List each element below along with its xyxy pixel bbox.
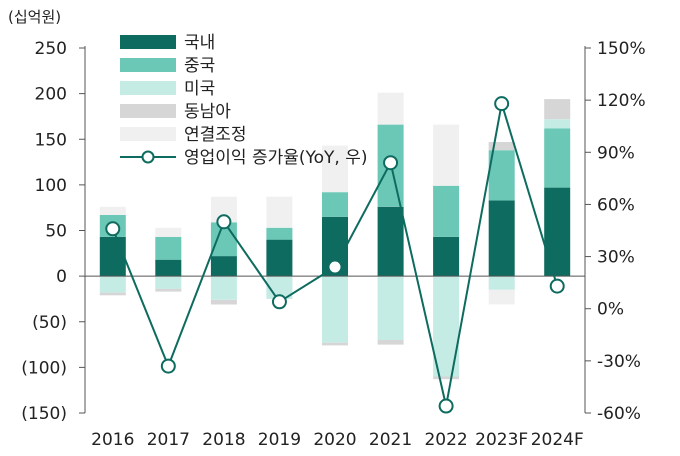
bar-s1-2021 [377,206,404,277]
bar-s4-2020 [322,342,348,346]
legend-swatch-1 [120,35,176,49]
bar-s4-2024f [544,99,571,120]
y2-tick-label: 0% [597,300,624,320]
bar-s1-2018 [210,256,237,277]
bar-s1-2016 [99,236,126,277]
bar-s2-2017 [155,236,182,260]
legend-label-2: 중국 [184,56,215,76]
bar-s5-2022 [433,124,460,186]
x-tick-label: 2019 [258,430,301,450]
y-tick-label: 200 [35,85,67,105]
bar-s2-2023f [488,150,515,201]
growth-point-2019 [271,294,287,310]
growth-point-2021 [383,155,399,171]
y2-tick-label: -30% [597,352,641,372]
x-tick-label: 2021 [369,430,412,450]
bar-s1-2019 [266,239,293,277]
growth-point-2017 [160,358,176,374]
legend-label-3: 미국 [184,79,215,99]
y2-tick-label: 60% [597,195,635,215]
x-tick-label: 2023F [475,430,528,450]
legend-label-5: 연결조정 [184,125,247,145]
bar-s4-2022 [433,376,460,380]
bar-s3-2021 [377,276,404,340]
bar-s1-2022 [433,236,460,277]
bar-s5-2020 [322,145,348,193]
legend-label-6: 영업이익 증가율(YoY, 우) [184,148,368,168]
bar-s5-2021 [377,92,404,125]
bar-s3-2023f [488,276,515,290]
bar-s1-2024f [544,187,571,277]
y2-tick-label: 90% [597,143,635,163]
bar-s2-2022 [433,185,460,237]
legend-swatch-3 [120,81,176,95]
legend-label-1: 국내 [184,33,215,53]
bar-s3-2020 [322,276,348,343]
x-tick-label: 2016 [91,430,134,450]
x-tick-label: 2017 [147,430,190,450]
bar-s4-2018 [210,299,237,305]
bar-s3-2018 [210,276,237,300]
legend-swatch-4 [120,104,176,118]
x-tick-label: 2022 [424,430,467,450]
growth-point-2016 [105,221,121,237]
legend-swatch-5 [120,127,176,141]
bar-s1-2023f [488,200,515,277]
y-tick-label: (150) [21,404,67,424]
bar-s4-2023f [488,142,515,151]
x-tick-label: 2024F [531,430,584,450]
x-tick-label: 2020 [313,430,356,450]
y2-tick-label: 120% [597,91,646,111]
bar-s2-2020 [322,192,348,217]
bar-s5-2023f [488,289,515,305]
legend-marker [141,150,155,164]
bar-s2-2019 [266,227,293,240]
bar-s5-2019 [266,196,293,228]
growth-point-2018 [216,214,232,230]
y-tick-label: (50) [32,313,67,333]
bar-s3-2017 [155,276,182,289]
axes-layer: 250 200 150 100 50 0 (50) (100) (150) 150% 120% 90%… [21,39,645,450]
y2-tick-label: 150% [597,39,646,59]
legend-swatch-2 [120,58,176,72]
growth-point-2020 [327,259,343,275]
y-tick-label: 50 [45,222,67,242]
bar-s4-2017 [155,288,182,292]
y-tick-label: 150 [35,130,67,150]
growth-point-2024f [549,278,565,294]
y-tick-label: (100) [21,358,67,378]
y-tick-label: 0 [56,267,67,287]
x-tick-label: 2018 [202,430,245,450]
bar-s4-2021 [377,340,404,345]
y2-tick-label: 30% [597,248,635,268]
legend-label-4: 동남아 [184,102,231,122]
bar-s5-2016 [99,206,126,215]
bar-s1-2017 [155,259,182,277]
y-axis-unit-label: (십억원) [8,8,61,26]
bars-layer [99,92,571,380]
bar-s4-2016 [99,292,126,296]
growth-point-2023f [494,96,510,112]
bar-s3-2024f [544,119,571,129]
growth-point-2022 [438,398,454,414]
bar-s3-2016 [99,276,126,293]
y-tick-label: 250 [35,39,67,59]
bar-s2-2024f [544,128,571,188]
growth-line-layer [105,96,565,414]
y-tick-label: 100 [35,176,67,196]
bar-s5-2017 [155,227,182,237]
y2-tick-label: -60% [597,404,641,424]
